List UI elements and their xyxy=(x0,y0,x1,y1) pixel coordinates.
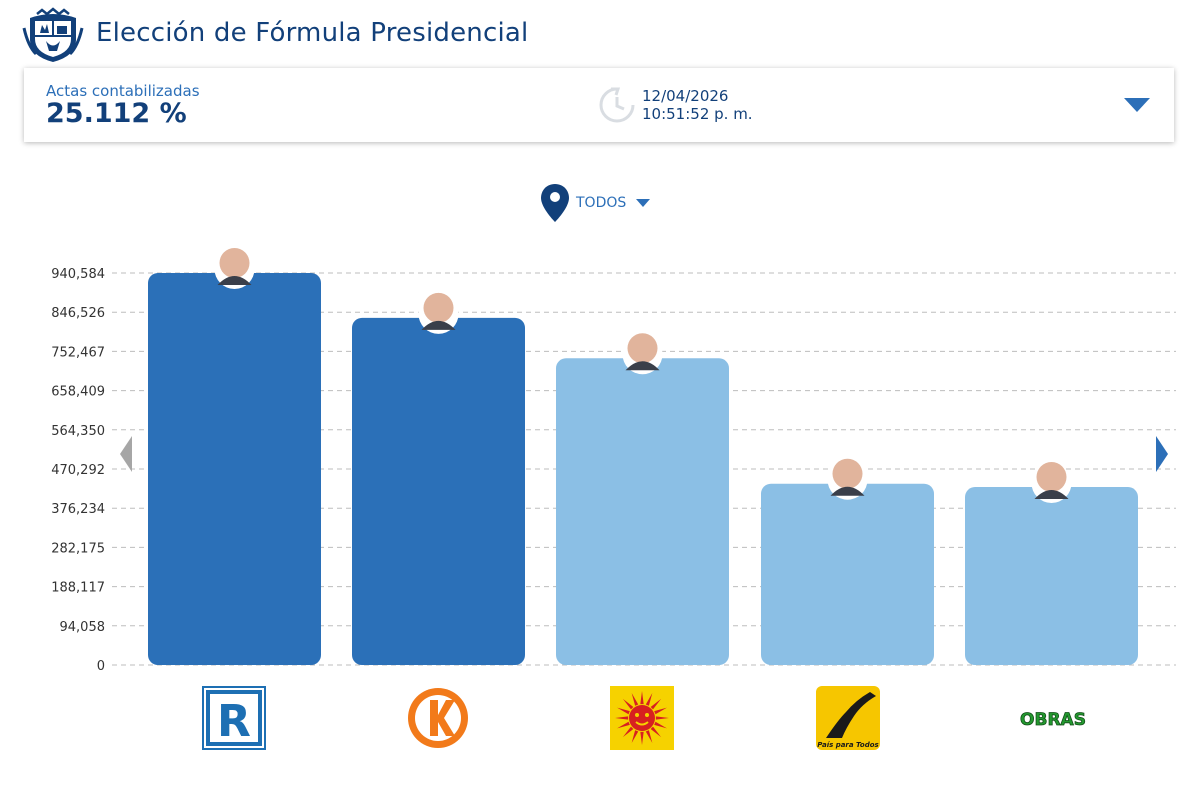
party-logo-sun xyxy=(610,686,674,750)
logo-pais-text: País para Todos xyxy=(817,741,878,749)
y-tick-label: 564,350 xyxy=(51,424,105,439)
y-tick-label: 752,467 xyxy=(51,345,105,360)
location-filter[interactable]: TODOS xyxy=(540,183,652,223)
party-logo-obras: OBRAS xyxy=(1020,710,1087,731)
party-logo-k: K xyxy=(408,688,468,748)
location-dropdown-icon xyxy=(636,199,651,207)
map-pin-icon xyxy=(541,184,569,222)
y-tick-label: 940,584 xyxy=(51,267,105,282)
bar[interactable] xyxy=(148,273,321,665)
logo-r-text: R xyxy=(217,696,251,747)
party-logo-r: R xyxy=(202,686,266,750)
caret-down-icon[interactable] xyxy=(1122,96,1152,114)
y-tick-label: 470,292 xyxy=(51,463,105,478)
update-time: 10:51:52 p. m. xyxy=(642,105,753,123)
chevron-left-icon[interactable] xyxy=(118,434,134,474)
page-title: Elección de Fórmula Presidencial xyxy=(96,18,529,48)
y-tick-label: 188,117 xyxy=(51,581,105,596)
bar[interactable] xyxy=(556,358,729,665)
y-tick-label: 282,175 xyxy=(51,541,105,556)
peru-coat-of-arms-icon xyxy=(22,7,84,62)
bar[interactable] xyxy=(965,487,1138,665)
y-tick-label: 376,234 xyxy=(51,502,105,517)
bar[interactable] xyxy=(352,317,525,665)
bars xyxy=(148,273,1138,665)
y-axis-ticks: 0 94,058 188,117 282,175 376,234 470,292 564,3… xyxy=(51,267,105,674)
chevron-right-icon[interactable] xyxy=(1154,434,1170,474)
candidate-photo xyxy=(827,458,868,500)
actas-value: 25.112 % xyxy=(46,98,187,129)
y-tick-label: 94,058 xyxy=(60,620,106,635)
logo-obras-text: OBRAS xyxy=(1020,710,1086,730)
candidate-photo xyxy=(1031,462,1072,504)
clock-refresh-icon[interactable] xyxy=(598,86,636,124)
y-tick-label: 846,526 xyxy=(51,306,105,321)
y-tick-label: 0 xyxy=(97,659,105,674)
summary-panel: Actas contabilizadas 25.112 % 12/04/2026… xyxy=(24,68,1174,142)
candidate-photo xyxy=(622,333,663,375)
y-tick-label: 658,409 xyxy=(51,385,105,400)
candidate-photos xyxy=(214,248,1072,504)
update-date: 12/04/2026 xyxy=(642,87,729,105)
candidate-photo xyxy=(418,292,459,334)
location-label: TODOS xyxy=(576,195,627,211)
actas-label: Actas contabilizadas xyxy=(46,82,200,100)
candidate-photo xyxy=(214,248,255,289)
bar[interactable] xyxy=(761,483,934,665)
party-logo-pais-para-todos: País para Todos xyxy=(816,686,880,750)
